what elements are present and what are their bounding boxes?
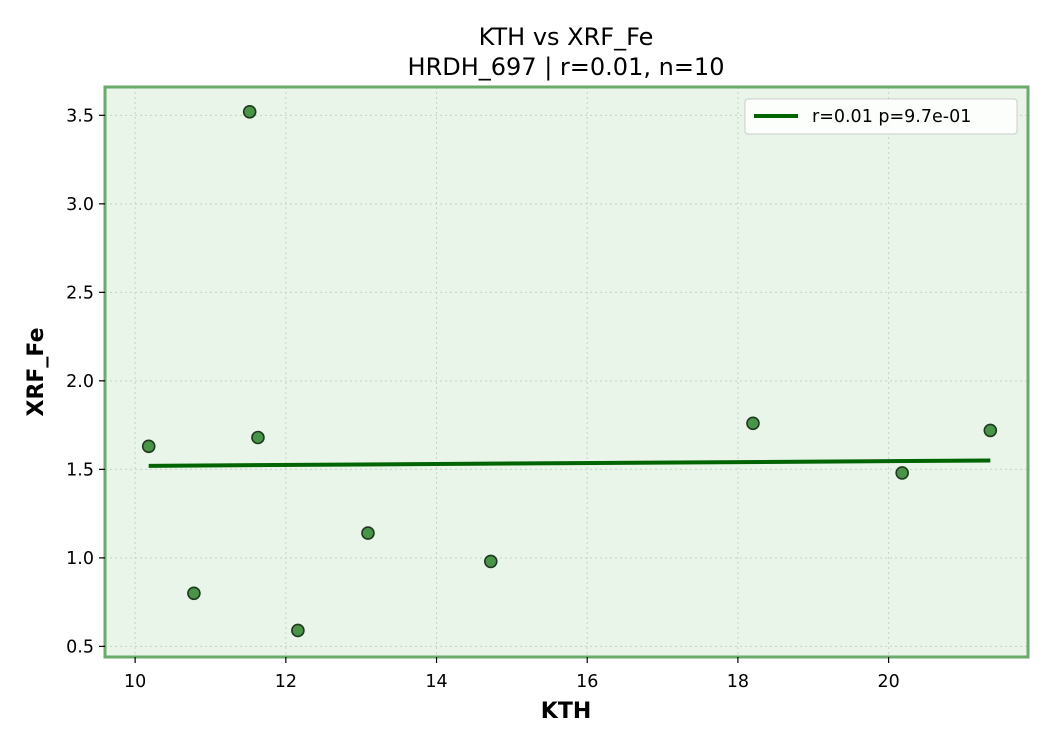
data-point <box>141 439 156 454</box>
legend: r=0.01 p=9.7e-01 <box>744 98 1018 135</box>
y-tick-label: 3.5 <box>66 106 94 126</box>
y-tick-label: 0.5 <box>66 637 94 657</box>
x-axis-label: KTH <box>541 699 591 724</box>
data-point <box>251 430 265 445</box>
data-points <box>141 104 998 638</box>
x-tick-label: 20 <box>877 672 899 692</box>
data-point <box>746 416 760 431</box>
x-tick-label: 12 <box>275 672 297 692</box>
data-point <box>291 623 305 638</box>
y-tick-label: 2.5 <box>66 283 94 303</box>
data-point <box>361 526 375 540</box>
data-point <box>983 423 998 438</box>
chart-subtitle: HRDH_697 | r=0.01, n=10 <box>408 53 725 81</box>
x-tick-label: 18 <box>727 672 749 692</box>
fit-line <box>148 458 991 468</box>
x-tick-label: 10 <box>124 672 146 692</box>
y-tick-label: 1.0 <box>66 549 94 569</box>
y-tick-label: 2.0 <box>66 372 94 392</box>
data-point <box>483 554 498 569</box>
data-point <box>187 586 201 601</box>
x-tick-label: 14 <box>425 672 447 692</box>
data-point <box>242 104 257 119</box>
axis-ticks: 10 12 14 16 18 20 0.5 1.0 1.5 2.0 2.5 3.0 3.5 <box>66 106 900 692</box>
data-point <box>895 466 909 480</box>
legend-box <box>744 98 1018 135</box>
x-tick-label: 16 <box>576 672 598 692</box>
y-axis-label: XRF_Fe <box>24 328 49 417</box>
grid <box>105 87 1028 657</box>
chart-title: KTH vs XRF_Fe <box>479 23 654 51</box>
y-tick-label: 1.5 <box>66 460 94 480</box>
plot-frame <box>103 85 1030 659</box>
legend-label: r=0.01 p=9.7e-01 <box>812 107 971 127</box>
y-tick-label: 3.0 <box>66 195 94 215</box>
plot-area <box>105 87 1028 657</box>
